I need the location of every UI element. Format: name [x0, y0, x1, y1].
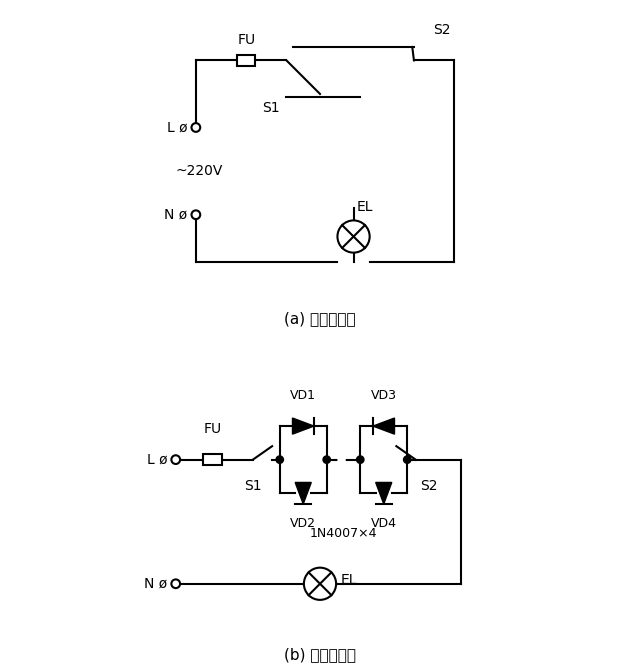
Circle shape	[191, 123, 200, 132]
Circle shape	[276, 456, 284, 463]
Text: S2: S2	[433, 23, 451, 37]
Text: N ø: N ø	[164, 208, 188, 221]
Circle shape	[337, 221, 370, 253]
Polygon shape	[292, 418, 314, 434]
Circle shape	[191, 211, 200, 219]
Circle shape	[304, 568, 336, 600]
Text: VD3: VD3	[371, 389, 397, 402]
Bar	[237, 55, 255, 66]
Circle shape	[404, 456, 411, 463]
Polygon shape	[376, 482, 392, 504]
Text: ~220V: ~220V	[176, 164, 223, 178]
Circle shape	[323, 456, 330, 463]
Text: S1: S1	[262, 101, 280, 115]
Text: (a) 接线方法一: (a) 接线方法一	[284, 311, 356, 326]
Text: EL: EL	[340, 574, 356, 587]
Text: L ø: L ø	[167, 121, 188, 134]
Text: FU: FU	[237, 33, 255, 47]
Text: 1N4007×4: 1N4007×4	[310, 527, 377, 540]
Text: EL: EL	[357, 200, 373, 213]
Polygon shape	[295, 482, 311, 504]
Text: L ø: L ø	[147, 453, 167, 466]
Circle shape	[172, 580, 180, 588]
Text: N ø: N ø	[144, 577, 167, 590]
Text: VD4: VD4	[371, 517, 397, 530]
Text: VD1: VD1	[290, 389, 316, 402]
Text: S1: S1	[244, 480, 262, 493]
Polygon shape	[373, 418, 394, 434]
Circle shape	[172, 455, 180, 464]
Text: S2: S2	[420, 480, 438, 493]
Bar	[204, 454, 222, 465]
Text: VD2: VD2	[290, 517, 316, 530]
Circle shape	[356, 456, 364, 463]
Text: (b) 接线方法二: (b) 接线方法二	[284, 647, 356, 662]
Text: FU: FU	[204, 422, 221, 436]
